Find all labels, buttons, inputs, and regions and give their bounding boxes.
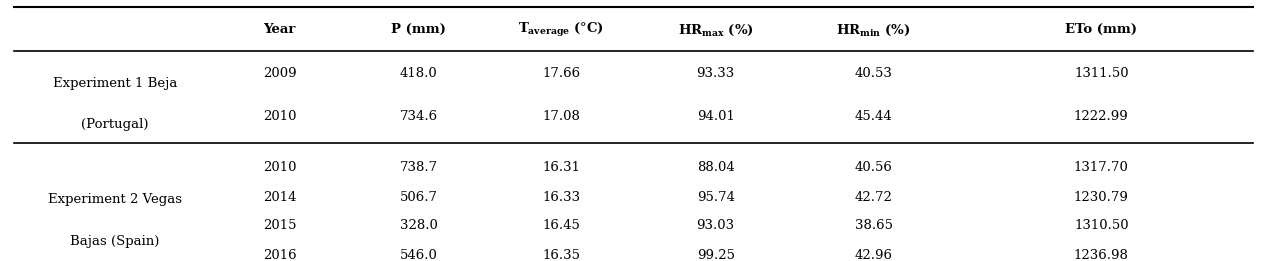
Text: Experiment 2 Vegas: Experiment 2 Vegas: [48, 193, 182, 206]
Text: 16.33: 16.33: [542, 191, 580, 204]
Text: 16.35: 16.35: [542, 249, 580, 261]
Text: 2009: 2009: [262, 67, 296, 80]
Text: 17.08: 17.08: [542, 110, 580, 123]
Text: 506.7: 506.7: [399, 191, 437, 204]
Text: 1222.99: 1222.99: [1074, 110, 1129, 123]
Text: 42.72: 42.72: [855, 191, 893, 204]
Text: 2014: 2014: [262, 191, 296, 204]
Text: 546.0: 546.0: [399, 249, 437, 261]
Text: 418.0: 418.0: [399, 67, 437, 80]
Text: ETo (mm): ETo (mm): [1066, 23, 1138, 36]
Text: 1236.98: 1236.98: [1074, 249, 1129, 261]
Text: 2016: 2016: [262, 249, 296, 261]
Text: 40.56: 40.56: [855, 161, 893, 174]
Text: 40.53: 40.53: [855, 67, 893, 80]
Text: 94.01: 94.01: [697, 110, 735, 123]
Text: 93.33: 93.33: [697, 67, 735, 80]
Text: HR$_{\mathregular{max}}$ (%): HR$_{\mathregular{max}}$ (%): [678, 22, 754, 38]
Text: 1310.50: 1310.50: [1074, 220, 1129, 233]
Text: 16.45: 16.45: [542, 220, 580, 233]
Text: T$_{\mathregular{average}}$ (°C): T$_{\mathregular{average}}$ (°C): [518, 21, 604, 39]
Text: HR$_{\mathregular{min}}$ (%): HR$_{\mathregular{min}}$ (%): [836, 22, 911, 38]
Text: (Portugal): (Portugal): [81, 118, 150, 132]
Text: 16.31: 16.31: [542, 161, 580, 174]
Text: 88.04: 88.04: [697, 161, 735, 174]
Text: 328.0: 328.0: [399, 220, 437, 233]
Text: 38.65: 38.65: [855, 220, 893, 233]
Text: 42.96: 42.96: [855, 249, 893, 261]
Text: 17.66: 17.66: [542, 67, 580, 80]
Text: 99.25: 99.25: [697, 249, 735, 261]
Text: 2015: 2015: [262, 220, 296, 233]
Text: Year: Year: [264, 23, 295, 36]
Text: P (mm): P (mm): [392, 23, 446, 36]
Text: 738.7: 738.7: [399, 161, 437, 174]
Text: Experiment 1 Beja: Experiment 1 Beja: [53, 77, 177, 90]
Text: 1317.70: 1317.70: [1074, 161, 1129, 174]
Text: 1311.50: 1311.50: [1074, 67, 1129, 80]
Text: 734.6: 734.6: [399, 110, 437, 123]
Text: 45.44: 45.44: [855, 110, 892, 123]
Text: 95.74: 95.74: [697, 191, 735, 204]
Text: 93.03: 93.03: [697, 220, 735, 233]
Text: 2010: 2010: [262, 110, 296, 123]
Text: Bajas (Spain): Bajas (Spain): [71, 235, 160, 248]
Text: 1230.79: 1230.79: [1074, 191, 1129, 204]
Text: 2010: 2010: [262, 161, 296, 174]
